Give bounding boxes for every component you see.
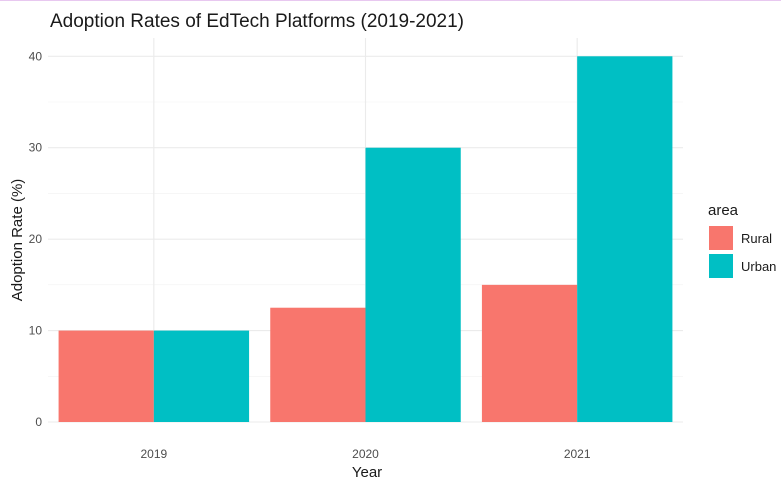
bar-rural-2020 [270,307,366,422]
x-tick-label: 2021 [564,447,591,461]
bar-rural-2019 [58,330,154,422]
bar-urban-2019 [153,330,250,422]
legend-title: area [708,202,739,219]
y-axis-ticks: 0 10 20 30 40 [29,49,43,429]
x-tick-label: 2019 [140,447,167,461]
bars [58,56,673,423]
bar-urban-2021 [577,56,673,423]
y-tick-label: 20 [29,232,43,246]
legend-label-rural: Rural [741,231,772,246]
chart-title: Adoption Rates of EdTech Platforms (2019… [50,11,464,32]
x-axis-ticks: 2019 2020 2021 [140,447,590,461]
legend-swatch-urban [709,254,733,278]
bar-urban-2020 [365,147,461,422]
x-axis-title: Year [352,464,382,480]
legend: area Rural Urban [708,202,776,278]
x-tick-label: 2020 [352,447,379,461]
legend-label-urban: Urban [741,259,776,274]
bar-rural-2021 [481,284,578,422]
legend-swatch-rural [709,226,733,250]
y-tick-label: 40 [29,49,43,63]
y-axis-title: Adoption Rate (%) [9,179,26,302]
y-tick-label: 10 [29,324,43,338]
y-tick-label: 0 [35,415,42,429]
y-tick-label: 30 [29,141,43,155]
top-border [0,0,781,1]
